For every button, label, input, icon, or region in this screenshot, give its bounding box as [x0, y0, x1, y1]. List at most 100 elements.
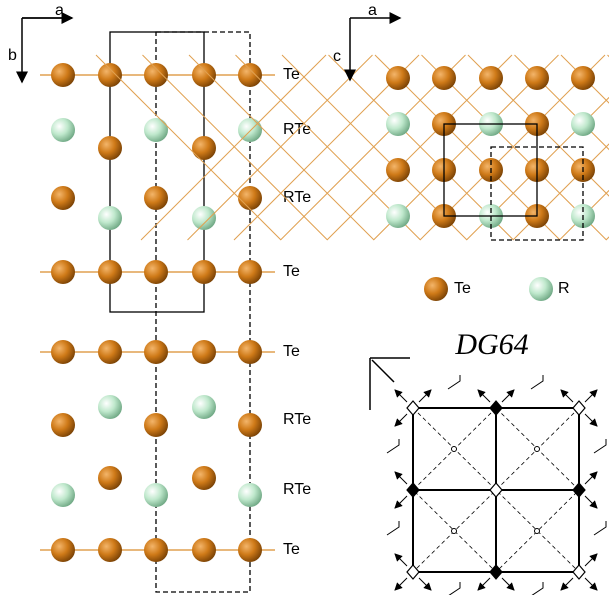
- center-point: [534, 446, 540, 452]
- axis-label: a: [55, 2, 64, 19]
- arrow: [584, 413, 598, 427]
- te-atom: [51, 63, 75, 87]
- half-arrow: [531, 582, 544, 595]
- arrow: [560, 577, 574, 591]
- r-atom: [238, 118, 262, 142]
- half-arrow: [386, 521, 400, 536]
- te-atom: [386, 66, 410, 90]
- corner-axes: [369, 357, 410, 410]
- te-atom: [98, 538, 122, 562]
- symmetry-title: DG64: [454, 328, 528, 361]
- r-atom: [98, 206, 122, 230]
- te-atom: [98, 466, 122, 490]
- bond-line: [188, 54, 375, 241]
- diamond: [406, 400, 420, 416]
- center-point: [451, 446, 457, 452]
- half-arrow: [530, 375, 544, 390]
- diamond: [406, 482, 420, 498]
- arrow: [584, 553, 598, 567]
- r-atom: [386, 112, 410, 136]
- arrow: [501, 389, 515, 403]
- te-atom: [51, 186, 75, 210]
- arrow: [477, 577, 491, 591]
- r-atom: [238, 483, 262, 507]
- center-point: [451, 528, 457, 534]
- te-atom: [144, 413, 168, 437]
- axis-label: c: [333, 48, 341, 65]
- bond-line: [233, 54, 420, 241]
- te-atom: [571, 66, 595, 90]
- arrow: [560, 389, 574, 403]
- te-atom: [192, 260, 216, 284]
- r-atom: [192, 206, 216, 230]
- bond-line: [326, 54, 513, 241]
- layer-label: Te: [283, 263, 300, 280]
- half-arrow: [447, 375, 461, 390]
- te-atom: [51, 538, 75, 562]
- te-atom: [192, 466, 216, 490]
- legend-swatch: [424, 277, 448, 301]
- arrow: [477, 389, 491, 403]
- te-atom: [144, 186, 168, 210]
- center-point: [534, 528, 540, 534]
- te-atom: [238, 413, 262, 437]
- r-atom: [144, 118, 168, 142]
- te-atom: [98, 63, 122, 87]
- te-atom: [238, 186, 262, 210]
- r-atom: [51, 118, 75, 142]
- r-atom: [192, 395, 216, 419]
- layer-label: RTe: [283, 411, 311, 428]
- arrow: [418, 577, 432, 591]
- te-atom: [98, 136, 122, 160]
- te-atom: [192, 538, 216, 562]
- te-atom: [238, 63, 262, 87]
- arrow: [584, 577, 598, 591]
- diamond: [489, 482, 503, 498]
- te-atom: [98, 340, 122, 364]
- arrow: [394, 553, 408, 567]
- te-atom: [144, 63, 168, 87]
- te-atom: [144, 260, 168, 284]
- te-atom: [51, 413, 75, 437]
- arrow: [394, 413, 408, 427]
- arrow: [418, 389, 432, 403]
- unit-cell-dashed: [490, 146, 584, 241]
- bond-line: [95, 54, 282, 241]
- r-atom: [98, 395, 122, 419]
- arrow: [501, 577, 515, 591]
- arrow: [394, 577, 408, 591]
- half-arrow: [386, 439, 400, 454]
- diamond: [489, 564, 503, 580]
- te-atom: [192, 63, 216, 87]
- legend-label: Te: [454, 280, 471, 297]
- te-atom: [51, 260, 75, 284]
- te-atom: [386, 158, 410, 182]
- bond-line: [280, 54, 466, 241]
- te-atom: [98, 260, 122, 284]
- te-atom: [144, 538, 168, 562]
- layer-label: Te: [283, 541, 300, 558]
- arrow: [394, 471, 408, 485]
- arrow: [584, 471, 598, 485]
- diamond: [572, 564, 586, 580]
- axis-label: a: [368, 2, 377, 19]
- te-atom: [192, 136, 216, 160]
- legend-label: R: [558, 280, 570, 297]
- layer-label: RTe: [283, 189, 311, 206]
- half-arrow: [448, 582, 461, 595]
- te-atom: [432, 66, 456, 90]
- layer-label: Te: [283, 66, 300, 83]
- r-atom: [386, 204, 410, 228]
- arrow: [394, 389, 408, 403]
- layer-label: Te: [283, 343, 300, 360]
- bond-line: [140, 54, 327, 241]
- bond-line: [142, 54, 328, 241]
- layer-label: RTe: [283, 481, 311, 498]
- bond-line: [187, 54, 373, 241]
- diamond: [572, 482, 586, 498]
- legend-swatch: [529, 277, 553, 301]
- diamond: [572, 400, 586, 416]
- te-atom: [238, 260, 262, 284]
